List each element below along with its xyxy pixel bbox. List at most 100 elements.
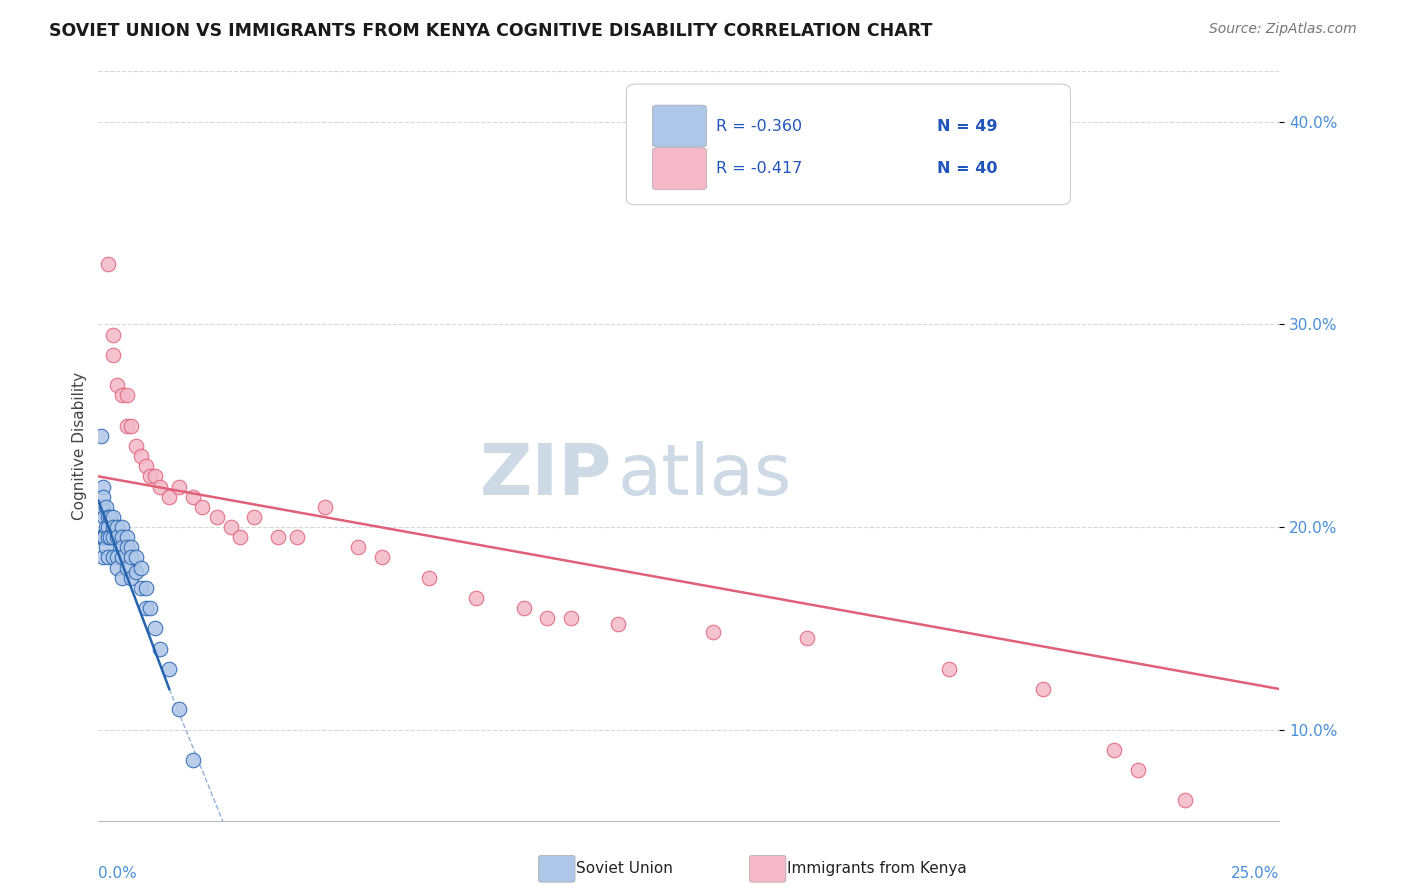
Point: [796, 632, 818, 646]
Point: [560, 611, 582, 625]
Point: [157, 490, 180, 504]
Point: [135, 601, 157, 615]
Point: [149, 641, 172, 656]
Text: 25.0%: 25.0%: [1232, 865, 1279, 880]
Point: [149, 479, 172, 493]
Point: [91, 530, 114, 544]
Point: [536, 611, 558, 625]
Text: 0.0%: 0.0%: [98, 865, 138, 880]
Point: [157, 662, 180, 676]
Point: [101, 509, 124, 524]
Point: [371, 550, 394, 565]
Point: [1032, 681, 1054, 696]
Point: [105, 550, 128, 565]
Point: [129, 560, 152, 574]
Point: [101, 520, 124, 534]
Point: [512, 601, 534, 615]
Point: [205, 509, 228, 524]
Text: ZIP: ZIP: [479, 442, 612, 510]
Point: [181, 490, 204, 504]
Y-axis label: Cognitive Disability: Cognitive Disability: [72, 372, 87, 520]
Text: Immigrants from Kenya: Immigrants from Kenya: [787, 862, 967, 876]
Text: R = -0.360: R = -0.360: [716, 119, 803, 134]
Point: [243, 509, 266, 524]
Point: [111, 571, 134, 585]
Point: [143, 469, 166, 483]
Point: [105, 520, 128, 534]
Point: [91, 500, 114, 514]
Point: [94, 541, 117, 555]
FancyBboxPatch shape: [652, 148, 707, 190]
Point: [125, 550, 148, 565]
Point: [139, 601, 162, 615]
Point: [94, 520, 117, 534]
Point: [125, 439, 148, 453]
Point: [98, 509, 121, 524]
FancyBboxPatch shape: [626, 84, 1070, 205]
Point: [229, 530, 252, 544]
Point: [105, 530, 128, 544]
Point: [181, 753, 204, 767]
Point: [93, 509, 115, 524]
Point: [1174, 793, 1197, 807]
Point: [167, 702, 190, 716]
Point: [115, 530, 138, 544]
Point: [105, 378, 128, 392]
Point: [1126, 763, 1149, 777]
Point: [111, 541, 134, 555]
Point: [121, 418, 143, 433]
Point: [135, 459, 157, 474]
Point: [347, 541, 370, 555]
Point: [101, 530, 124, 544]
Point: [129, 449, 152, 463]
Point: [418, 571, 440, 585]
Point: [97, 550, 120, 565]
Point: [105, 560, 128, 574]
Point: [191, 500, 214, 514]
FancyBboxPatch shape: [652, 105, 707, 147]
Point: [115, 560, 138, 574]
Point: [139, 469, 162, 483]
Point: [121, 550, 143, 565]
Point: [167, 479, 190, 493]
Point: [465, 591, 488, 605]
Point: [111, 520, 134, 534]
Point: [607, 617, 630, 632]
Text: Soviet Union: Soviet Union: [576, 862, 673, 876]
Text: atlas: atlas: [619, 442, 793, 510]
Point: [115, 418, 138, 433]
Point: [135, 581, 157, 595]
Point: [125, 565, 148, 579]
Point: [91, 550, 114, 565]
Text: SOVIET UNION VS IMMIGRANTS FROM KENYA COGNITIVE DISABILITY CORRELATION CHART: SOVIET UNION VS IMMIGRANTS FROM KENYA CO…: [49, 22, 932, 40]
Point: [97, 520, 120, 534]
Point: [115, 541, 138, 555]
Point: [314, 500, 336, 514]
Point: [129, 581, 152, 595]
Point: [98, 530, 121, 544]
Point: [97, 530, 120, 544]
Point: [91, 490, 114, 504]
Point: [115, 388, 138, 402]
Text: N = 40: N = 40: [936, 161, 997, 177]
Point: [702, 625, 724, 640]
Point: [101, 348, 124, 362]
Point: [267, 530, 290, 544]
Text: R = -0.417: R = -0.417: [716, 161, 803, 177]
Point: [219, 520, 242, 534]
Text: Source: ZipAtlas.com: Source: ZipAtlas.com: [1209, 22, 1357, 37]
Text: N = 49: N = 49: [936, 119, 997, 134]
Point: [111, 550, 134, 565]
Point: [121, 571, 143, 585]
Point: [91, 479, 114, 493]
Point: [101, 327, 124, 342]
Point: [1102, 743, 1125, 757]
Point: [97, 257, 120, 271]
Point: [121, 541, 143, 555]
Point: [94, 500, 117, 514]
Point: [143, 621, 166, 635]
Point: [93, 530, 115, 544]
Point: [111, 530, 134, 544]
Point: [90, 530, 112, 544]
Point: [938, 662, 960, 676]
